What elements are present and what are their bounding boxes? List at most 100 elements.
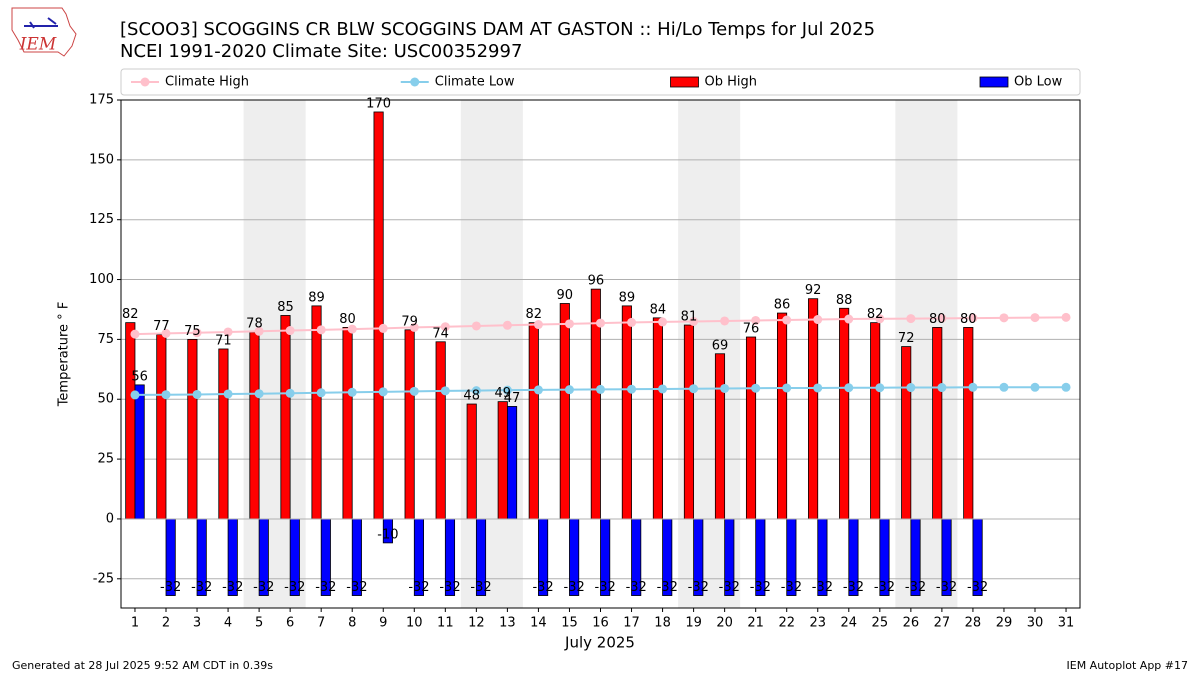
bar-value-label: 74 xyxy=(432,326,449,341)
x-tick-label: 12 xyxy=(468,616,485,631)
x-tick-label: 15 xyxy=(561,616,578,631)
legend-label: Ob High xyxy=(705,75,758,90)
climate-marker xyxy=(720,316,730,326)
x-tick-label: 7 xyxy=(317,616,325,631)
bar-value-label: -32 xyxy=(967,580,988,595)
climate-marker xyxy=(844,314,854,324)
climate-marker xyxy=(689,384,699,394)
climate-marker xyxy=(1061,382,1071,392)
bar-value-label: -32 xyxy=(439,580,460,595)
plot-frame xyxy=(120,99,1081,609)
logo: IEM xyxy=(11,7,77,57)
legend: Climate High Climate Low Ob High Ob Low xyxy=(120,68,1081,96)
x-tick-label: 30 xyxy=(1027,616,1044,631)
climate-marker xyxy=(533,320,543,330)
climate-marker xyxy=(471,386,481,396)
bar-value-label: 79 xyxy=(401,314,418,329)
bar xyxy=(311,305,322,520)
x-tick-label: 4 xyxy=(224,616,232,631)
bar xyxy=(963,327,974,520)
x-tick-label: 2 xyxy=(162,616,170,631)
bar-value-label: -32 xyxy=(470,580,491,595)
bar-value-label: -32 xyxy=(626,580,647,595)
x-axis-label: July 2025 xyxy=(564,634,635,652)
x-tick-label: 28 xyxy=(965,616,982,631)
bar-value-label: 82 xyxy=(526,307,543,322)
x-tick-label: 29 xyxy=(996,616,1013,631)
climate-marker xyxy=(440,322,450,332)
climate-marker xyxy=(999,382,1009,392)
x-tick-label: 14 xyxy=(530,616,547,631)
y-tick-label: 100 xyxy=(89,272,114,287)
bar xyxy=(404,329,415,520)
legend-swatch xyxy=(670,76,699,88)
x-tick-label: 8 xyxy=(348,616,356,631)
bar xyxy=(683,324,695,520)
climate-marker xyxy=(875,383,885,393)
bar-value-label: 90 xyxy=(557,288,574,303)
legend-label: Ob Low xyxy=(1014,75,1063,90)
y-tick-label: 25 xyxy=(97,452,114,467)
climate-marker xyxy=(658,317,668,327)
bar-value-label: -32 xyxy=(160,580,181,595)
bar-value-label: -32 xyxy=(905,580,926,595)
climate-marker xyxy=(161,390,171,400)
footer-left: Generated at 28 Jul 2025 9:52 AM CDT in … xyxy=(12,659,273,672)
legend-marker xyxy=(410,77,420,87)
bar-value-label: 47 xyxy=(504,391,521,406)
bar-value-label: -32 xyxy=(222,580,243,595)
climate-marker xyxy=(347,324,357,334)
y-tick-label: 75 xyxy=(97,332,114,347)
legend-swatch xyxy=(979,76,1009,88)
climate-marker xyxy=(689,316,699,326)
climate-marker xyxy=(130,329,140,339)
x-tick-label: 10 xyxy=(406,616,423,631)
bar-value-label: -32 xyxy=(191,580,212,595)
climate-marker xyxy=(658,384,668,394)
bar-value-label: -32 xyxy=(781,580,802,595)
x-tick-label: 9 xyxy=(379,616,387,631)
climate-marker xyxy=(564,319,574,329)
bar-value-label: 69 xyxy=(712,338,729,353)
x-tick-label: 5 xyxy=(255,616,263,631)
climate-marker xyxy=(751,383,761,393)
chart-subtitle: NCEI 1991-2020 Climate Site: USC00352997 xyxy=(120,41,522,62)
climate-marker xyxy=(223,389,233,399)
bar xyxy=(497,401,508,520)
climate-marker xyxy=(596,318,605,328)
y-axis-label: Temperature ° F xyxy=(57,302,72,408)
y-tick-label: 150 xyxy=(89,152,114,167)
climate-marker xyxy=(1030,382,1040,392)
x-tick-label: 20 xyxy=(716,616,733,631)
x-tick-label: 24 xyxy=(841,616,858,631)
bar-value-label: 80 xyxy=(929,312,946,327)
bar-value-label: -32 xyxy=(284,580,305,595)
x-tick-label: 6 xyxy=(286,616,294,631)
climate-marker xyxy=(844,383,854,393)
bar-value-label: 82 xyxy=(867,307,884,322)
climate-marker xyxy=(471,321,481,331)
bar xyxy=(870,322,881,520)
climate-marker xyxy=(502,385,512,395)
bar-value-label: 78 xyxy=(246,317,263,332)
x-tick-label: 17 xyxy=(623,616,640,631)
x-tick-label: 18 xyxy=(654,616,671,631)
x-tick-label: 16 xyxy=(592,616,609,631)
y-tick-label: -25 xyxy=(93,571,114,586)
x-tick-label: 26 xyxy=(903,616,920,631)
climate-marker xyxy=(1061,312,1071,322)
climate-marker xyxy=(254,326,264,336)
bar-value-label: -32 xyxy=(595,580,616,595)
y-tick-label: 125 xyxy=(89,212,114,227)
bar xyxy=(156,334,167,520)
bar-value-label: 75 xyxy=(184,324,201,339)
x-tick-label: 1 xyxy=(131,616,139,631)
bar xyxy=(506,406,518,520)
bar xyxy=(559,303,570,520)
x-tick-label: 19 xyxy=(685,616,702,631)
bar-value-label: 96 xyxy=(588,274,605,289)
climate-marker xyxy=(285,388,295,398)
climate-marker xyxy=(906,314,916,324)
bar-value-label: -32 xyxy=(346,580,367,595)
x-tick-label: 31 xyxy=(1058,616,1075,631)
